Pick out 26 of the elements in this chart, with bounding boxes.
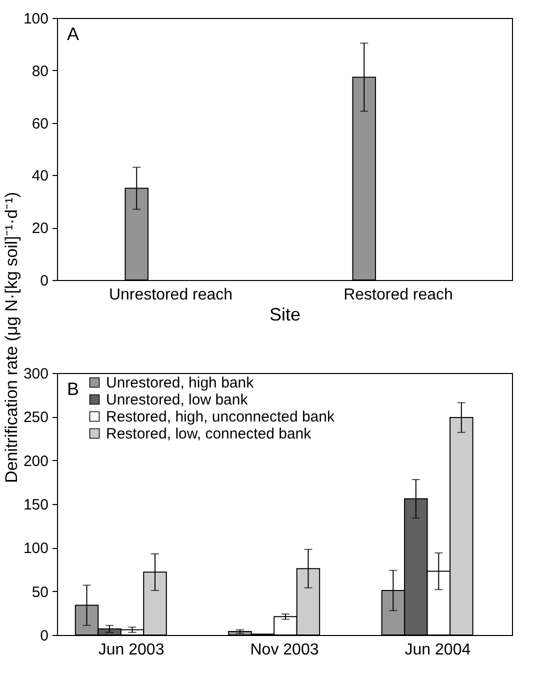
legend-label: Unrestored, high bank xyxy=(106,374,254,392)
y-tick-label: 0 xyxy=(40,272,48,290)
x-tick-label: Jun 2003 xyxy=(98,642,164,658)
y-tick-label: 0 xyxy=(40,628,48,644)
x-tick-label: Unrestored reach xyxy=(108,286,233,304)
annotation: A xyxy=(67,24,80,44)
y-tick-label: 20 xyxy=(32,220,48,238)
y-tick-label: 80 xyxy=(32,62,48,80)
x-tick-label: Nov 2003 xyxy=(250,642,319,658)
y-tick-label: 50 xyxy=(32,584,48,601)
y-tick-label: 200 xyxy=(23,452,48,470)
x-axis-title: Site xyxy=(269,304,301,324)
x-tick-label: Jun 2004 xyxy=(404,642,471,658)
y-tick-label: 100 xyxy=(23,540,48,558)
x-tick-label: Restored reach xyxy=(344,286,453,304)
y-tick-label: 40 xyxy=(32,168,48,185)
legend-label: Restored, high, unconnected bank xyxy=(106,408,335,426)
y-axis-title: Denitrification rate (μg N·[kg soil]⁻¹·d⁻¹) xyxy=(2,192,21,484)
y-tick-label: 300 xyxy=(23,366,48,382)
legend-label: Restored, low, connected bank xyxy=(106,426,312,442)
y-tick-label: 250 xyxy=(23,409,48,426)
annotation: B xyxy=(67,379,80,399)
legend-label: Unrestored, low bank xyxy=(106,392,248,408)
y-tick-label: 60 xyxy=(32,115,48,132)
y-tick-label: 100 xyxy=(23,10,48,28)
y-tick-label: 150 xyxy=(23,496,48,514)
